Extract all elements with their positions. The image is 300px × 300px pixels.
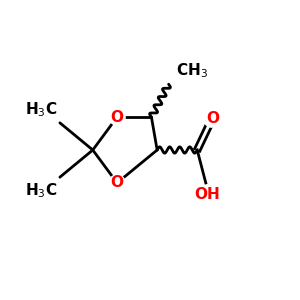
Text: H$_3$C: H$_3$C — [25, 100, 57, 118]
Circle shape — [109, 175, 125, 191]
Text: O: O — [111, 110, 124, 124]
Circle shape — [204, 113, 219, 127]
Circle shape — [109, 109, 125, 125]
Text: O: O — [111, 176, 124, 190]
Text: H$_3$C: H$_3$C — [25, 182, 57, 200]
Text: CH$_3$: CH$_3$ — [176, 61, 208, 80]
Text: OH: OH — [194, 187, 220, 202]
Text: O: O — [206, 111, 219, 126]
